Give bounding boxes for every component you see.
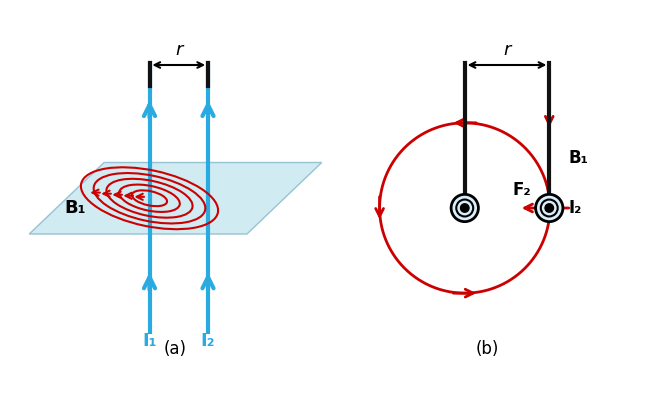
Text: r: r <box>175 41 183 59</box>
Circle shape <box>536 194 563 222</box>
Text: B₁: B₁ <box>64 199 86 217</box>
Circle shape <box>545 204 554 212</box>
Text: F₂: F₂ <box>513 181 532 199</box>
Text: I₁: I₁ <box>142 332 157 349</box>
Text: I₂: I₂ <box>569 199 582 217</box>
Circle shape <box>460 204 469 212</box>
Circle shape <box>451 194 478 222</box>
Text: (b): (b) <box>476 339 499 357</box>
Polygon shape <box>29 162 322 234</box>
Text: r: r <box>503 41 511 59</box>
Text: (a): (a) <box>164 339 187 357</box>
Text: B₁: B₁ <box>569 149 589 166</box>
Text: I₂: I₂ <box>201 332 215 349</box>
